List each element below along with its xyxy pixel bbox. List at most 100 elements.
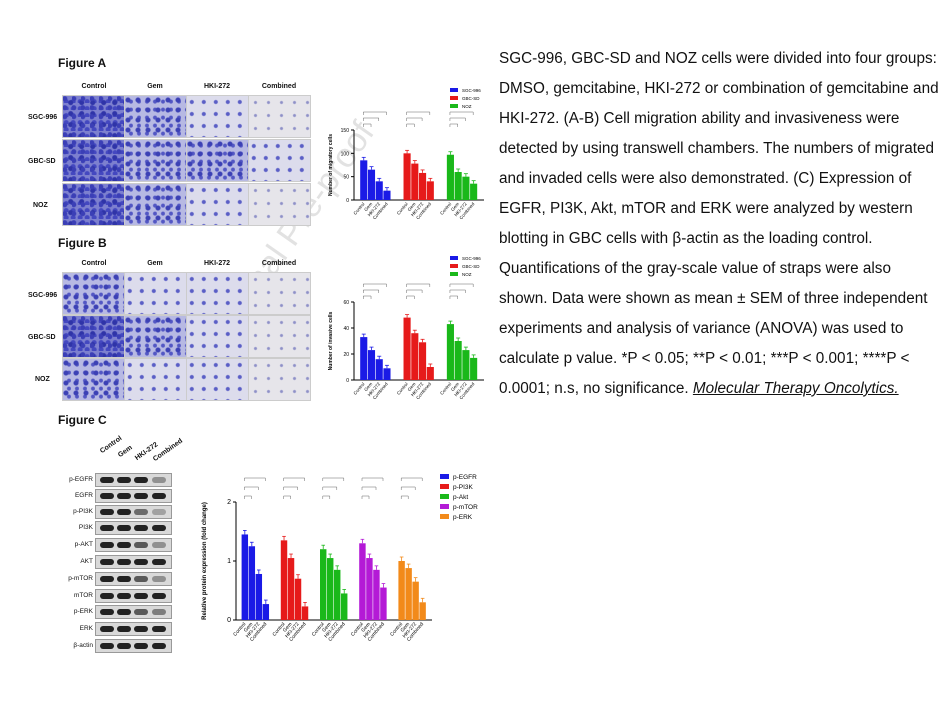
significance-bracket: [244, 495, 252, 499]
micrograph: [248, 315, 311, 358]
blot-band-row: [95, 622, 172, 636]
micrograph: [62, 315, 125, 358]
bar: [327, 558, 334, 620]
figure-b-row-noz: NOZ: [35, 376, 50, 383]
micrograph: [62, 183, 125, 226]
figure-a-title: Figure A: [58, 56, 107, 70]
legend-label: p-PI3K: [453, 484, 474, 491]
y-tick-label: 40: [343, 326, 349, 332]
figure-b-row-gbcsd: GBC-SD: [28, 334, 56, 341]
bar: [426, 181, 434, 200]
x-tick-label: Gem: [363, 381, 373, 392]
bar: [373, 569, 380, 620]
figure-c-title: Figure C: [58, 413, 107, 427]
blot-label: p-PI3K: [73, 508, 93, 515]
figure-b-col-hki272: HKI-272: [203, 260, 231, 267]
journal-link[interactable]: Molecular Therapy Oncolytics.: [692, 380, 899, 397]
bar: [366, 558, 373, 620]
y-tick-label: 100: [341, 151, 350, 157]
bar: [419, 342, 427, 380]
significance-bracket: [449, 283, 474, 287]
bar: [255, 573, 263, 620]
micrograph: [248, 183, 311, 226]
significance-bracket: [449, 111, 474, 115]
x-tick-label: Gem: [450, 201, 460, 212]
figure-b-col-control: Control: [81, 260, 107, 267]
micrograph: [124, 95, 187, 138]
legend-label: GBC-SD: [462, 264, 480, 269]
y-tick-label: 20: [343, 352, 349, 358]
bar: [454, 172, 462, 200]
x-tick-label: Gem: [363, 201, 373, 212]
figure-a-row-gbcsd: GBC-SD: [28, 158, 56, 165]
blot-band-row: [95, 505, 172, 519]
micrograph: [62, 95, 125, 138]
significance-bracket: [406, 111, 431, 115]
micrograph: [186, 315, 249, 358]
figure-a-col-combined: Combined: [261, 83, 297, 90]
figure-a-row-sgc996: SGC-996: [28, 114, 58, 121]
y-tick-label: 2: [227, 499, 231, 506]
legend-swatch: [440, 504, 449, 509]
bar: [470, 183, 478, 200]
figure-b-col-combined: Combined: [261, 260, 297, 267]
bar: [403, 317, 411, 380]
blot-band-row: [95, 639, 172, 653]
legend-swatch: [440, 474, 449, 479]
protein-expression-chart: 0 1 2 Relative protein expression (fold cha…: [202, 474, 478, 643]
y-tick-label: 0: [227, 617, 231, 624]
legend-label: SGC-996: [462, 256, 481, 261]
significance-bracket: [322, 486, 338, 490]
blot-band-row: [95, 572, 172, 586]
blot-col-gem: Gem: [116, 444, 134, 459]
blot-label: p-ERK: [73, 608, 93, 615]
significance-bracket: [406, 295, 415, 299]
legend-label: p-Akt: [453, 494, 468, 501]
bar: [248, 546, 256, 620]
significance-bracket: [361, 477, 384, 481]
legend-swatch: [440, 484, 449, 489]
significance-bracket: [406, 117, 423, 121]
bar: [462, 350, 470, 380]
x-tick-label: Gem: [321, 621, 333, 633]
blot-band-row: [95, 605, 172, 619]
micrograph: [124, 139, 187, 182]
micrograph: [248, 139, 311, 182]
legend-swatch: [450, 264, 458, 268]
bar: [341, 593, 348, 620]
significance-bracket: [449, 117, 466, 121]
blot-band-row: [95, 538, 172, 552]
bar: [359, 543, 366, 620]
legend-label: p-mTOR: [453, 504, 478, 511]
y-tick-label: 50: [343, 175, 349, 181]
micrograph: [186, 95, 249, 138]
blot-col-combined: Combined: [151, 437, 185, 463]
significance-bracket: [244, 486, 259, 490]
significance-bracket: [400, 495, 409, 499]
bar: [367, 350, 376, 380]
x-tick-label: Gem: [400, 621, 412, 633]
bar: [446, 154, 454, 200]
micrograph: [248, 95, 311, 138]
y-axis-label: Number of invasive cells: [328, 311, 334, 370]
micrograph: [248, 272, 311, 315]
micrograph: [186, 358, 249, 401]
figure-caption: SGC-996, GBC-SD and NOZ cells were divid…: [499, 44, 939, 404]
bar: [454, 341, 462, 380]
caption-text: SGC-996, GBC-SD and NOZ cells were divid…: [499, 50, 939, 397]
significance-bracket: [400, 486, 416, 490]
legend-swatch: [450, 272, 458, 276]
blot-label: PI3K: [78, 524, 93, 531]
bar: [320, 549, 327, 620]
bar: [367, 169, 376, 200]
micrograph: [186, 139, 249, 182]
figure-a-col-gem: Gem: [147, 83, 163, 90]
bar: [294, 578, 302, 620]
significance-bracket: [283, 495, 291, 499]
micrograph: [62, 272, 125, 315]
legend-label: SGC-996: [462, 88, 481, 93]
x-tick-label: Gem: [243, 621, 255, 633]
figure-a-row-noz: NOZ: [33, 202, 48, 209]
significance-bracket: [363, 283, 387, 287]
